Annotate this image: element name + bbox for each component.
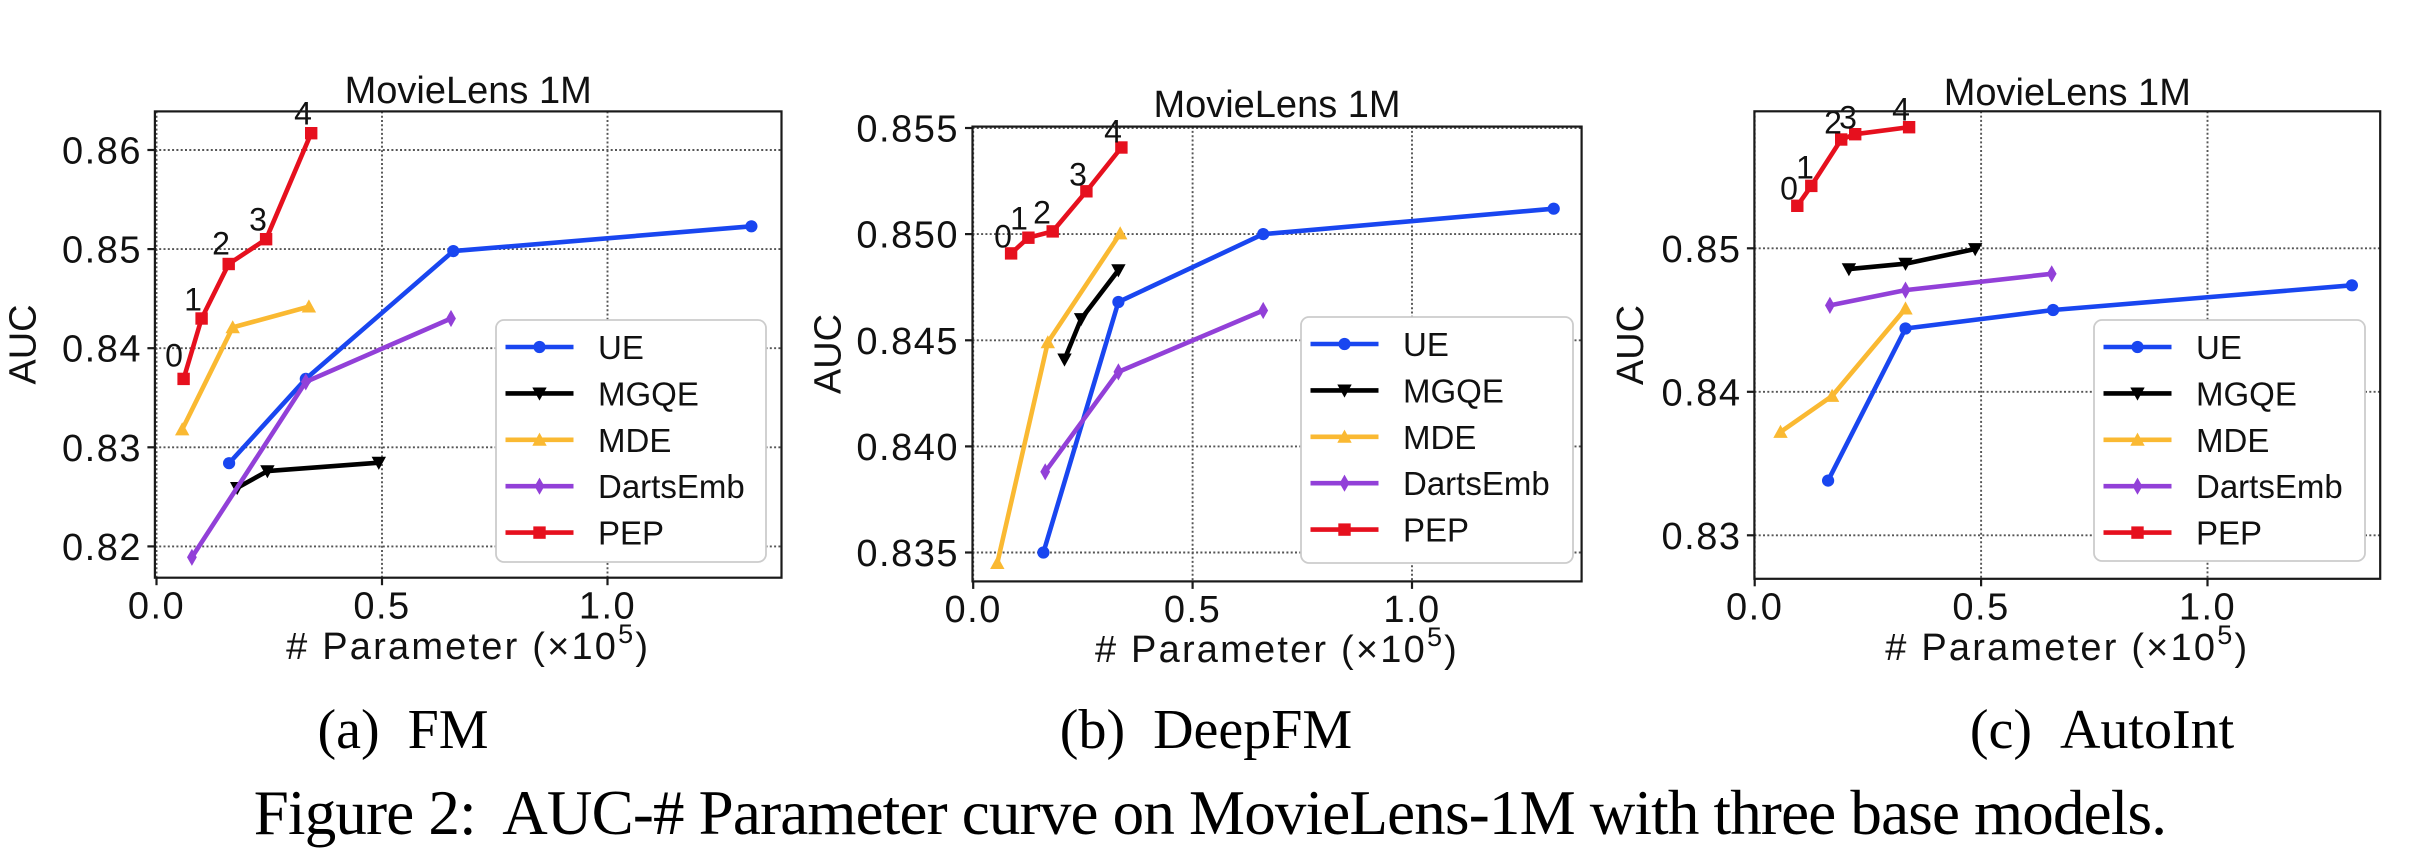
- svg-text:PEP: PEP: [2196, 515, 2262, 552]
- svg-text:AUC: AUC: [3, 304, 45, 384]
- svg-text:MDE: MDE: [598, 422, 671, 459]
- svg-text:0.5: 0.5: [353, 586, 410, 628]
- svg-text:MovieLens 1M: MovieLens 1M: [1944, 72, 2191, 114]
- svg-text:0.835: 0.835: [856, 533, 959, 575]
- svg-text:PEP: PEP: [1403, 512, 1469, 549]
- svg-text:0.840: 0.840: [856, 427, 959, 469]
- svg-text:3: 3: [249, 202, 267, 238]
- svg-text:0.84: 0.84: [1662, 372, 1742, 414]
- svg-text:0.85: 0.85: [62, 230, 142, 272]
- svg-text:Figure 2: AUC-# Parameter cur: Figure 2: AUC-# Parameter curve on Movie…: [254, 778, 2166, 848]
- svg-text:0.84: 0.84: [62, 329, 142, 371]
- svg-text:0.83: 0.83: [1662, 516, 1742, 558]
- svg-text:1.0: 1.0: [1383, 589, 1440, 631]
- svg-text:(b) DeepFM: (b) DeepFM: [1060, 699, 1352, 761]
- svg-text:0.0: 0.0: [128, 586, 185, 628]
- svg-text:(a) FM: (a) FM: [317, 699, 488, 761]
- svg-text:0: 0: [165, 338, 183, 374]
- svg-text:MovieLens 1M: MovieLens 1M: [1153, 84, 1400, 126]
- svg-text:AUC: AUC: [1610, 305, 1652, 385]
- svg-text:2: 2: [1033, 195, 1051, 231]
- svg-text:2: 2: [1824, 105, 1842, 141]
- svg-text:0.5: 0.5: [1164, 589, 1221, 631]
- svg-text:UE: UE: [2196, 329, 2242, 366]
- svg-text:4: 4: [294, 96, 312, 132]
- svg-text:UE: UE: [1403, 326, 1449, 363]
- svg-text:PEP: PEP: [598, 515, 664, 552]
- svg-text:1: 1: [1010, 201, 1028, 237]
- svg-text:4: 4: [1892, 92, 1910, 128]
- svg-text:0.0: 0.0: [1726, 587, 1783, 629]
- svg-text:0.86: 0.86: [62, 131, 142, 173]
- svg-text:MDE: MDE: [1403, 419, 1476, 456]
- svg-text:# Parameter (×105): # Parameter (×105): [1095, 622, 1459, 671]
- svg-text:1.0: 1.0: [2179, 587, 2236, 629]
- svg-text:0.0: 0.0: [945, 589, 1002, 631]
- svg-text:(c) AutoInt: (c) AutoInt: [1970, 699, 2235, 761]
- svg-text:DartsEmb: DartsEmb: [2196, 468, 2343, 505]
- svg-text:1: 1: [184, 282, 202, 318]
- svg-text:0.85: 0.85: [1662, 229, 1742, 271]
- svg-text:DartsEmb: DartsEmb: [1403, 465, 1550, 502]
- svg-text:MovieLens 1M: MovieLens 1M: [345, 70, 592, 112]
- svg-text:0.83: 0.83: [62, 428, 142, 470]
- svg-text:0: 0: [994, 219, 1012, 255]
- svg-text:0.845: 0.845: [856, 321, 959, 363]
- svg-text:1: 1: [1796, 150, 1814, 186]
- svg-text:AUC: AUC: [808, 314, 850, 394]
- svg-text:# Parameter (×105): # Parameter (×105): [1885, 620, 2249, 669]
- svg-text:MGQE: MGQE: [1403, 372, 1504, 409]
- svg-text:0.855: 0.855: [856, 109, 959, 151]
- svg-text:3: 3: [1069, 157, 1087, 193]
- svg-text:MDE: MDE: [2196, 422, 2269, 459]
- svg-text:UE: UE: [598, 329, 644, 366]
- svg-text:MGQE: MGQE: [2196, 375, 2297, 412]
- svg-text:MGQE: MGQE: [598, 375, 699, 412]
- svg-text:4: 4: [1104, 114, 1122, 150]
- svg-text:# Parameter (×105): # Parameter (×105): [286, 619, 650, 668]
- svg-text:0.850: 0.850: [856, 215, 959, 257]
- svg-text:0.82: 0.82: [62, 527, 142, 569]
- svg-text:2: 2: [212, 226, 230, 262]
- svg-text:DartsEmb: DartsEmb: [598, 468, 745, 505]
- svg-text:0.5: 0.5: [1952, 587, 2009, 629]
- svg-text:1.0: 1.0: [579, 586, 636, 628]
- svg-text:3: 3: [1839, 100, 1857, 136]
- svg-text:0: 0: [1780, 171, 1798, 207]
